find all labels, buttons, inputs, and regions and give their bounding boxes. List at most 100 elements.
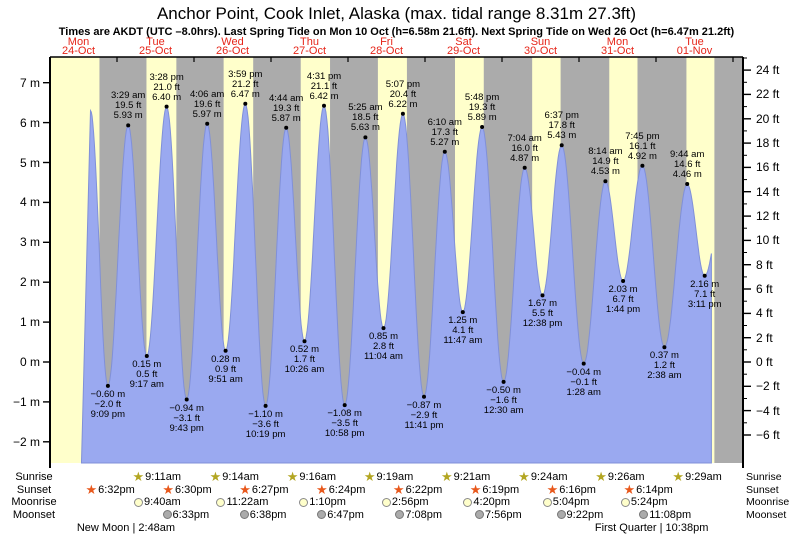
sunrise-time: 9:21am [453,471,491,483]
low-tide-label: 0.28 m 0.9 ft 9:51 am [181,354,271,385]
moonset-entry: 7:08pm [395,509,442,522]
moonrise-entry: 1:10pm [299,496,346,509]
sunrise-entry: ★9:21am [441,470,491,484]
tide-label-line: 16.0 ft [511,142,538,154]
moonrise-time: 9:40am [144,496,181,508]
tide-extremum-dot [662,345,667,350]
tide-label-line: 7.1 ft [694,288,716,300]
tide-label-line: 1:44 pm [605,304,641,315]
moonrise-entry: 9:40am [134,496,181,509]
tide-label-line: 19.6 ft [193,98,221,110]
moonrise-time: 11:22am [226,496,269,508]
tide-label-line: −1.6 ft [490,394,517,406]
sunset-entry: ★6:27pm [239,481,288,497]
moonset-entry: 6:38pm [239,509,286,522]
tide-extremum-dot [342,403,347,408]
day-name: Fri [380,36,393,48]
tide-extremum-dot [164,104,169,109]
low-tide-label: 0.37 m 1.2 ft 2:38 am [619,351,709,381]
sunrise-entry: ★9:29am [672,470,721,484]
tide-extremum-dot [223,348,228,353]
tide-label-line: 19.3 ft [272,102,300,114]
tide-label-line: 1.2 ft [653,360,675,372]
tide-label-line: 5:48 pm [464,91,500,103]
tide-label-line: 3:11 pm [687,298,722,310]
high-tide-label: 5:48 pm 19.3 ft 5.89 m [437,91,527,123]
tide-label-line: 0.37 m [649,350,679,362]
tide-extremum-dot [302,339,307,344]
tide-label-line: 2.03 m [608,284,638,295]
moonset-entry: 9:22pm [556,509,603,522]
sunrise-entry: ★9:26am [595,469,644,485]
tide-extremum-dot [126,123,131,128]
day-label: Sun 30-Oct [501,37,581,57]
tide-extremum-dot [105,383,110,388]
tide-extremum-dot [522,165,527,170]
tide-label-line: 14.9 ft [592,156,619,168]
sunrise-star-icon: ★ [363,469,376,485]
sunset-time: 6:24pm [328,483,366,496]
tide-label-line: −2.0 ft [94,398,122,410]
low-tide-label: 2.03 m 6.7 ft 1:44 pm [578,285,668,315]
moonset-circle-icon [395,510,405,520]
tide-extremum-dot [184,397,189,402]
moonrise-entry: 4:20pm [463,496,510,509]
sunset-time: 6:22pm [405,483,443,496]
astro-row-label-left-sunset: Sunset [16,483,52,496]
high-tide-label: 4:06 am 19.6 ft 5.97 m [162,89,252,120]
tide-extremum-dot [702,273,707,278]
day-date: 30-Oct [523,45,557,57]
tide-label-line: 9:09 pm [90,408,125,420]
moonset-circle-icon [162,510,172,520]
moonset-circle-icon [556,510,566,520]
tide-extremum-dot [284,125,289,130]
day-label: Mon 31-Oct [578,37,658,57]
tide-label-line: 21.2 ft [232,78,259,90]
sunset-time: 6:32pm [98,483,135,496]
sunset-entry: ★6:16pm [547,483,596,497]
sunset-entry: ★6:14pm [623,483,672,497]
tide-label-line: −0.94 m [169,402,204,414]
tide-extremum-dot [621,279,626,283]
low-tide-label: 1.25 m 4.1 ft 11:47 am [418,316,508,346]
high-tide-label: 4:31 pm 21.1 ft 6.42 m [279,70,369,102]
moonset-time: 6:47pm [327,508,364,521]
right-axis-tick-label: 24 ft [756,63,780,78]
moonrise-time: 2:56pm [391,496,429,508]
tide-label-line: 4:31 pm [306,70,342,82]
low-tide-label: −0.50 m −1.6 ft 12:30 am [459,385,549,416]
moonrise-circle-icon [381,497,391,507]
tide-label-line: 0.9 ft [215,363,237,375]
tide-extremum-dot [422,394,426,399]
left-axis-tick-label: −2 m [12,434,40,449]
right-axis-tick-label: 10 ft [756,233,780,248]
tide-label-line: 10:26 am [284,364,325,376]
astro-row-label-right-sunrise: Sunrise [746,471,782,483]
tide-label-line: 17.3 ft [431,126,458,138]
day-date: 01-Nov [676,45,713,57]
moonset-time: 11:08pm [649,508,692,521]
sunrise-star-icon: ★ [132,469,145,485]
tide-extremum-dot [559,143,564,148]
high-tide-label: 3:59 pm 21.2 ft 6.47 m [200,69,290,100]
day-date: 24-Oct [61,45,95,57]
left-axis-tick-label: 2 m [19,275,40,290]
astro-row-label-right-sunset: Sunset [746,483,779,496]
sunrise-time: 9:19am [376,471,414,483]
right-axis-tick-label: −2 ft [756,379,780,394]
tide-label-line: −0.60 m [90,388,126,400]
right-axis-tick-label: 0 ft [756,355,773,369]
sunrise-time: 9:11am [145,471,181,483]
tide-label-line: 11:41 pm [404,419,444,431]
tide-label-line: 6.22 m [388,98,418,110]
tide-label-line: 7:45 pm [625,130,660,142]
sunset-star-icon: ★ [239,481,251,497]
tide-label-line: 6.47 m [230,88,260,100]
astro-row-label-left-moonrise: Moonrise [11,496,57,508]
right-axis-tick-label: −4 ft [756,403,780,418]
sunrise-star-icon: ★ [595,469,607,485]
moonset-entry: 7:56pm [474,508,522,522]
moonset-time: 7:56pm [484,508,522,521]
tide-label-line: 0.15 m [132,359,162,370]
